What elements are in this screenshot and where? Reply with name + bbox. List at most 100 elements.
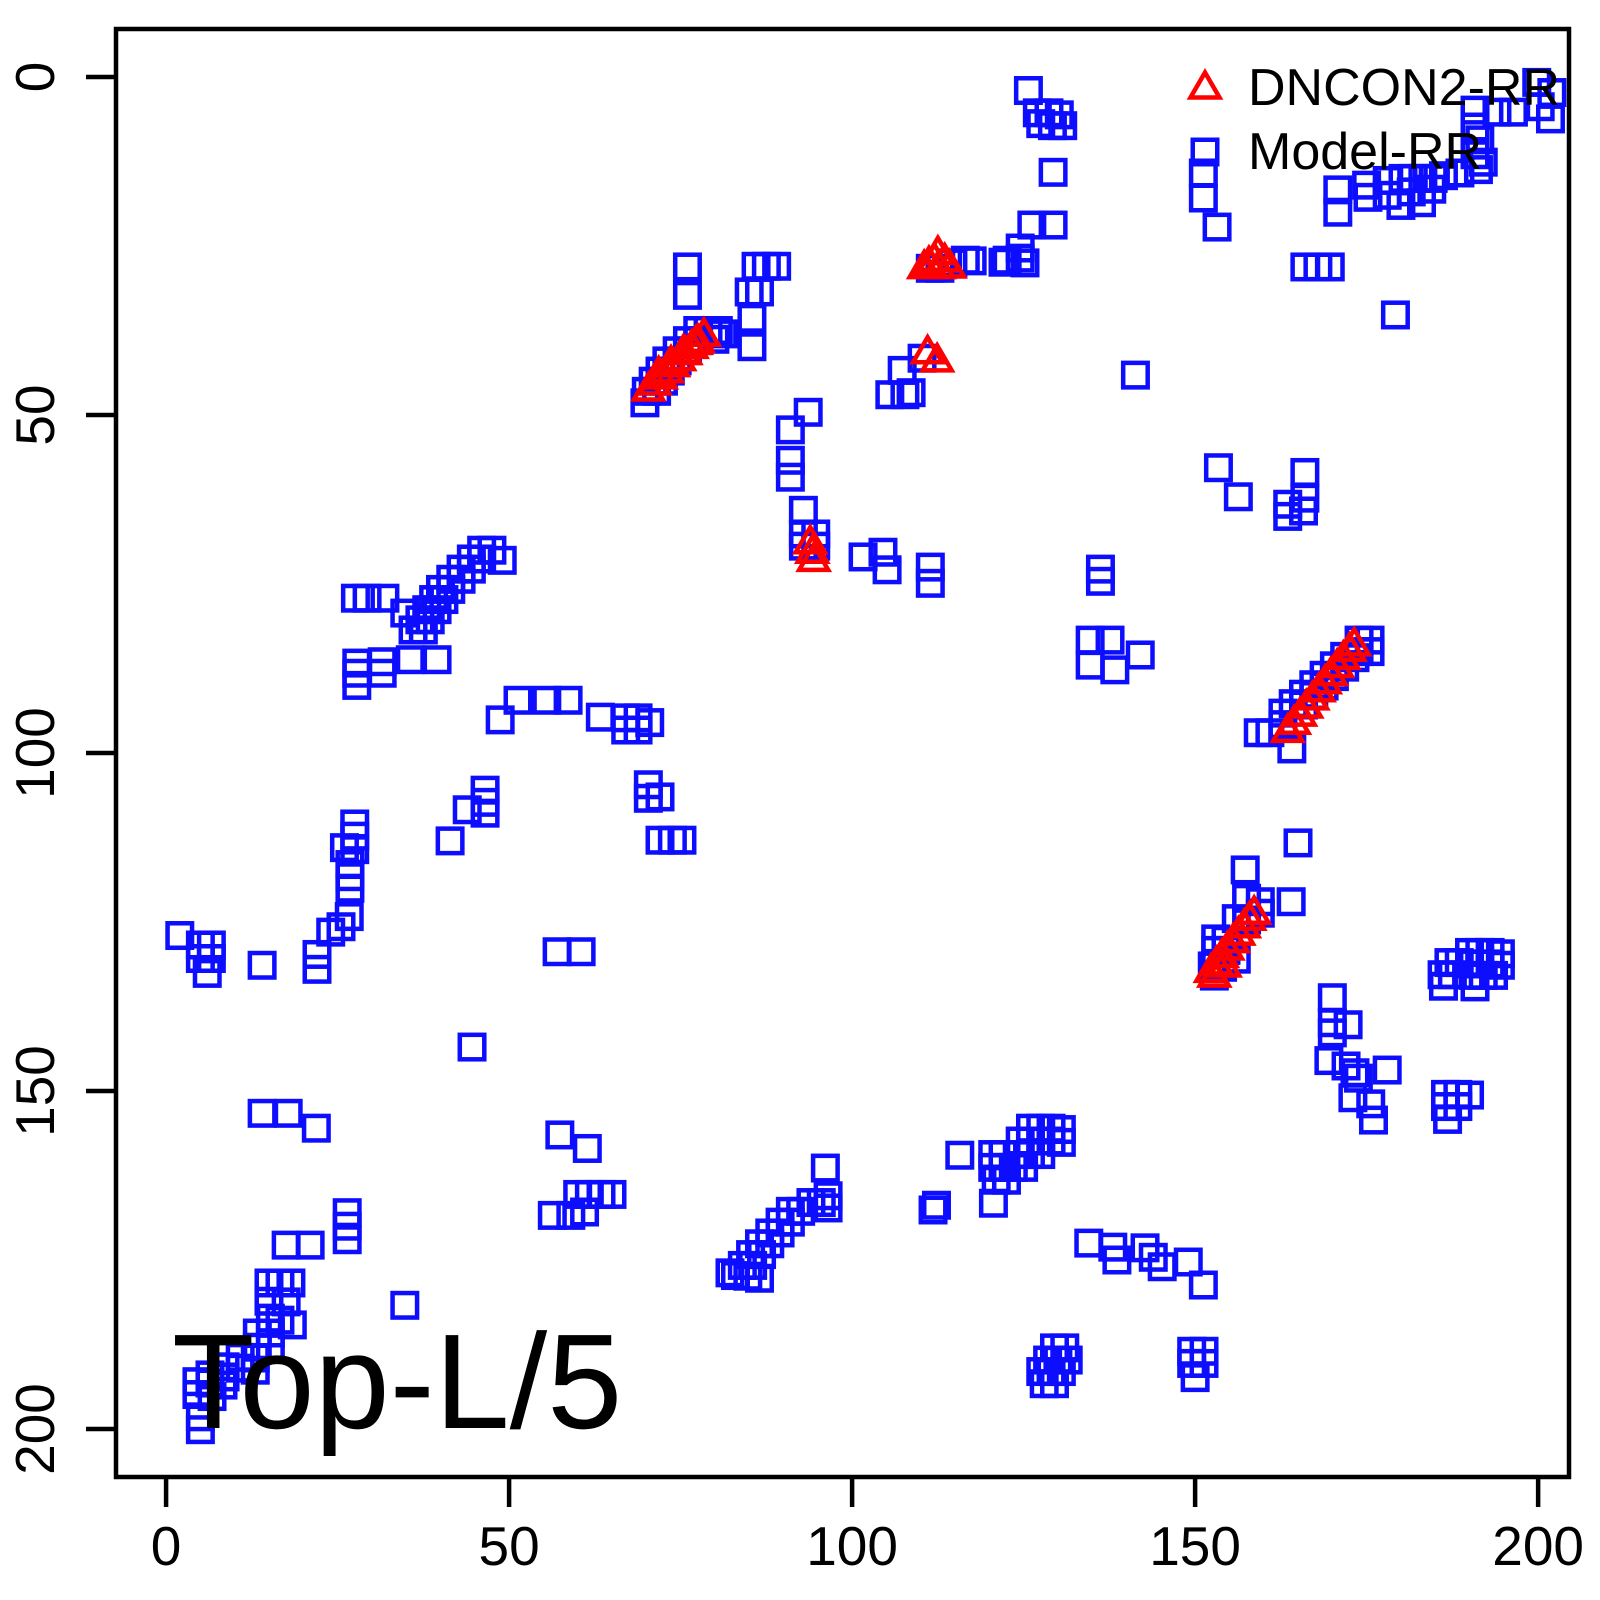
y-tick-label: 100 <box>4 707 66 799</box>
square-marker <box>1460 972 1490 1002</box>
square-marker <box>1223 482 1253 512</box>
square-marker <box>247 1098 277 1128</box>
square-marker <box>301 1113 331 1143</box>
triangle-marker <box>793 532 831 564</box>
x-tick-label: 150 <box>1149 1515 1241 1577</box>
square-marker <box>744 1263 774 1293</box>
square-marker <box>630 388 660 418</box>
square-marker <box>1323 197 1353 227</box>
square-marker <box>1276 887 1306 917</box>
series-model-rr <box>165 67 1567 1445</box>
square-marker <box>340 835 370 865</box>
square-marker <box>672 252 702 282</box>
square-marker <box>1353 182 1383 212</box>
square-marker <box>806 1188 836 1218</box>
square-marker <box>762 251 792 281</box>
square-marker <box>1428 971 1458 1001</box>
square-marker <box>390 1290 420 1320</box>
square-marker <box>1180 1363 1210 1393</box>
square-marker <box>635 708 665 738</box>
square-marker <box>775 445 805 475</box>
square-marker <box>1010 248 1040 278</box>
x-tick-label: 200 <box>1492 1515 1584 1577</box>
square-marker <box>1460 140 1490 170</box>
square-marker <box>165 921 195 951</box>
square-marker <box>1338 1083 1368 1113</box>
square-marker <box>1463 155 1493 185</box>
square-marker <box>737 303 767 333</box>
square-marker <box>273 1098 303 1128</box>
square-marker <box>532 685 562 715</box>
square-marker <box>435 826 465 856</box>
triangle-marker <box>664 332 702 364</box>
x-axis: 0 50 100 150 200 <box>151 1477 1584 1577</box>
square-marker <box>1315 252 1345 282</box>
square-marker <box>737 332 767 362</box>
data-points-layer <box>165 67 1567 1445</box>
square-marker <box>1372 1055 1402 1085</box>
square-marker <box>915 552 945 582</box>
square-marker <box>1190 137 1220 167</box>
square-marker <box>1358 1105 1388 1135</box>
square-marker <box>225 1353 255 1383</box>
square-marker <box>485 705 515 735</box>
square-marker <box>570 1197 600 1227</box>
triangle-marker <box>919 233 957 266</box>
square-marker <box>542 937 572 967</box>
square-marker <box>978 1188 1008 1218</box>
square-marker <box>1188 183 1218 213</box>
square-marker <box>367 658 397 688</box>
square-marker <box>277 1310 307 1340</box>
square-marker <box>545 1120 575 1150</box>
square-marker <box>918 1195 948 1225</box>
square-marker <box>1202 212 1232 242</box>
square-marker <box>585 702 615 732</box>
square-marker <box>1460 95 1490 125</box>
triangle-marker <box>677 323 715 356</box>
square-marker <box>597 1179 627 1209</box>
square-marker <box>1407 188 1437 218</box>
square-marker <box>1277 734 1307 764</box>
square-marker <box>537 1200 567 1230</box>
square-marker <box>1289 496 1319 526</box>
square-marker <box>566 937 596 967</box>
y-axis: 0 50 100 150 200 <box>4 62 116 1475</box>
square-marker <box>890 380 920 410</box>
square-marker <box>957 246 987 276</box>
x-tick-label: 100 <box>806 1515 898 1577</box>
square-marker <box>1356 1089 1386 1119</box>
square-marker <box>1039 1369 1069 1399</box>
square-marker <box>988 247 1018 277</box>
square-marker <box>334 902 364 932</box>
square-marker <box>1535 104 1565 134</box>
y-tick-label: 0 <box>4 62 66 93</box>
series-dncon2-rr <box>629 233 1373 988</box>
square-marker <box>1075 650 1105 680</box>
square-marker <box>1317 983 1347 1013</box>
legend-label: DNCON2-RR <box>1248 59 1560 117</box>
square-marker <box>302 954 332 984</box>
square-marker <box>715 1258 745 1288</box>
square-marker <box>775 415 805 445</box>
legend-item-dncon2-rr: DNCON2-RR <box>1186 59 1560 117</box>
square-marker <box>452 795 482 825</box>
square-marker <box>1380 300 1410 330</box>
square-marker <box>1433 1104 1463 1134</box>
square-marker <box>276 1268 306 1298</box>
square-marker <box>271 1230 301 1260</box>
legend: DNCON2-RR Model-RR <box>1186 59 1560 181</box>
square-marker <box>1120 360 1150 390</box>
legend-item-model-rr: Model-RR <box>1190 123 1482 181</box>
square-marker <box>1498 97 1528 127</box>
square-marker <box>192 958 222 988</box>
square-marker <box>1333 1010 1363 1040</box>
square-marker <box>1173 1247 1203 1277</box>
square-marker <box>332 1225 362 1255</box>
square-marker <box>1290 457 1320 487</box>
square-marker <box>1482 97 1512 127</box>
square-marker <box>1048 111 1078 141</box>
square-marker <box>875 380 905 410</box>
square-marker <box>1445 158 1475 188</box>
square-marker <box>1038 210 1068 240</box>
